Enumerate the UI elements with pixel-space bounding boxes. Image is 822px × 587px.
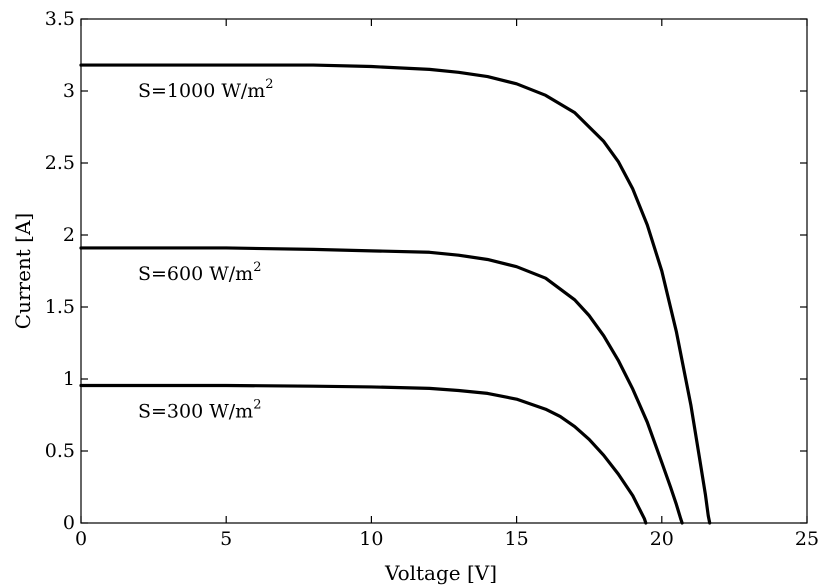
y-tick-label: 0.5: [45, 440, 75, 462]
x-tick-label: 20: [650, 528, 674, 550]
series-line-3: [79, 383, 648, 525]
x-tick-label: 5: [220, 528, 232, 550]
x-tick-label: 0: [75, 528, 87, 550]
plot-area: [80, 18, 808, 524]
y-tick-label: 1: [63, 368, 75, 390]
y-tick-label: 3: [63, 80, 75, 102]
series-label-3: S=300 W/m2: [138, 397, 261, 422]
y-tick-label: 0: [63, 512, 75, 534]
series-label-2: S=600 W/m2: [138, 260, 261, 285]
y-tick-label: 3.5: [45, 8, 75, 30]
plot-frame: [80, 18, 808, 524]
series-label-1: S=1000 W/m2: [138, 77, 274, 102]
x-tick-label: 10: [359, 528, 383, 550]
x-axis-title: Voltage [V]: [384, 561, 497, 585]
axis-ticks: 0 5 10 15 20 25 0 0.5 1 1.5 2 2.5 3 3.5: [45, 8, 819, 550]
series-labels: S=1000 W/m2 S=600 W/m2 S=300 W/m2: [138, 77, 274, 422]
x-tick-label: 25: [795, 528, 819, 550]
y-axis-title: Current [A]: [11, 213, 35, 329]
series-line-1: [79, 63, 712, 525]
y-tick-label: 1.5: [45, 296, 75, 318]
series-line-2: [79, 246, 684, 525]
curves: [79, 63, 712, 525]
y-tick-label: 2: [63, 224, 75, 246]
x-tick-label: 15: [505, 528, 529, 550]
y-tick-label: 2.5: [45, 152, 75, 174]
